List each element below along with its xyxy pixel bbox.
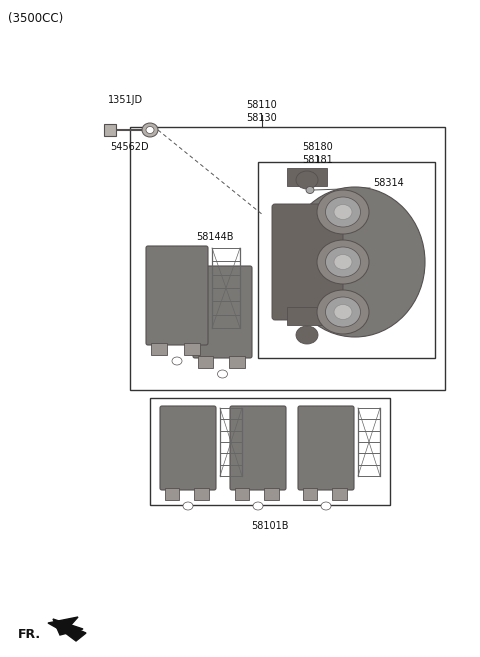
Text: 58101B: 58101B bbox=[251, 521, 289, 531]
Ellipse shape bbox=[285, 187, 425, 337]
Ellipse shape bbox=[142, 123, 158, 137]
Text: 58314: 58314 bbox=[373, 178, 404, 188]
Ellipse shape bbox=[172, 357, 182, 365]
Bar bbox=[229, 356, 244, 368]
Bar bbox=[194, 488, 209, 500]
Ellipse shape bbox=[217, 370, 228, 378]
Bar bbox=[287, 307, 327, 325]
Ellipse shape bbox=[325, 197, 360, 227]
Bar bbox=[130, 127, 445, 390]
Ellipse shape bbox=[146, 127, 154, 133]
FancyBboxPatch shape bbox=[230, 406, 286, 490]
FancyBboxPatch shape bbox=[272, 204, 343, 320]
Polygon shape bbox=[53, 619, 83, 635]
Ellipse shape bbox=[334, 304, 352, 319]
Bar bbox=[264, 488, 279, 500]
Ellipse shape bbox=[334, 254, 352, 269]
Ellipse shape bbox=[296, 326, 318, 344]
Ellipse shape bbox=[306, 187, 314, 194]
FancyBboxPatch shape bbox=[160, 406, 216, 490]
Ellipse shape bbox=[321, 502, 331, 510]
Ellipse shape bbox=[325, 247, 360, 277]
Text: 1351JD: 1351JD bbox=[108, 95, 144, 105]
Bar bbox=[302, 488, 317, 500]
Bar bbox=[104, 124, 116, 136]
Text: 58144B: 58144B bbox=[196, 232, 234, 242]
Bar bbox=[184, 343, 200, 355]
Bar bbox=[150, 398, 390, 505]
Bar bbox=[235, 488, 249, 500]
Ellipse shape bbox=[317, 190, 369, 234]
Bar bbox=[151, 343, 167, 355]
Ellipse shape bbox=[317, 240, 369, 284]
Text: FR.: FR. bbox=[18, 629, 41, 641]
Ellipse shape bbox=[183, 502, 193, 510]
Text: (3500CC): (3500CC) bbox=[8, 12, 63, 25]
Bar bbox=[165, 488, 179, 500]
Ellipse shape bbox=[334, 204, 352, 219]
Polygon shape bbox=[48, 617, 86, 641]
Text: 54562D: 54562D bbox=[110, 142, 149, 152]
Text: 58110
58130: 58110 58130 bbox=[247, 100, 277, 124]
Bar bbox=[287, 168, 327, 186]
FancyBboxPatch shape bbox=[146, 246, 208, 345]
FancyBboxPatch shape bbox=[298, 406, 354, 490]
Text: 58180
58181: 58180 58181 bbox=[302, 142, 334, 165]
Ellipse shape bbox=[296, 171, 318, 189]
FancyBboxPatch shape bbox=[193, 266, 252, 358]
Bar bbox=[258, 162, 435, 358]
Bar bbox=[332, 488, 347, 500]
Bar bbox=[198, 356, 213, 368]
Ellipse shape bbox=[325, 297, 360, 327]
Ellipse shape bbox=[253, 502, 263, 510]
Ellipse shape bbox=[317, 290, 369, 334]
